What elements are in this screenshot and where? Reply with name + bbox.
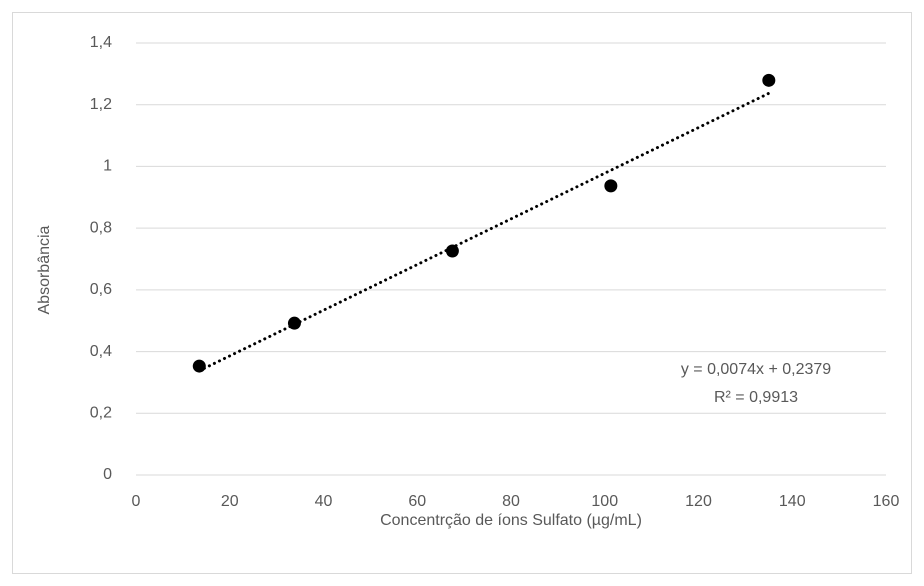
y-tick-label: 1,4 [90,34,112,51]
y-tick-label: 0 [103,466,112,483]
y-axis-title: Absorbância [36,225,53,314]
x-tick-label: 120 [685,493,712,510]
x-tick-label: 160 [873,493,900,510]
point [604,179,618,193]
x-axis-title: Concentrção de íons Sulfato (µg/mL) [380,512,642,529]
y-tick-label: 0,4 [90,343,112,360]
y-tick-label: 1 [103,158,112,175]
x-tick-label: 20 [221,493,239,510]
x-tick-label: 60 [408,493,426,510]
chart-border [12,12,912,574]
trendline-equation: y = 0,0074x + 0,2379 [681,361,831,378]
y-tick-label: 0,2 [90,405,112,422]
y-tick-label: 0,8 [90,219,112,236]
x-tick-label: 100 [591,493,618,510]
point [192,359,206,373]
y-tick-label: 1,2 [90,96,112,113]
x-tick-label: 40 [315,493,333,510]
point [762,73,776,87]
x-tick-label: 0 [132,493,141,510]
trendline-r2: R² = 0,9913 [714,389,798,406]
point [445,244,459,258]
x-tick-label: 140 [779,493,806,510]
x-tick-label: 80 [502,493,520,510]
y-tick-label: 0,6 [90,281,112,298]
point [287,316,301,330]
